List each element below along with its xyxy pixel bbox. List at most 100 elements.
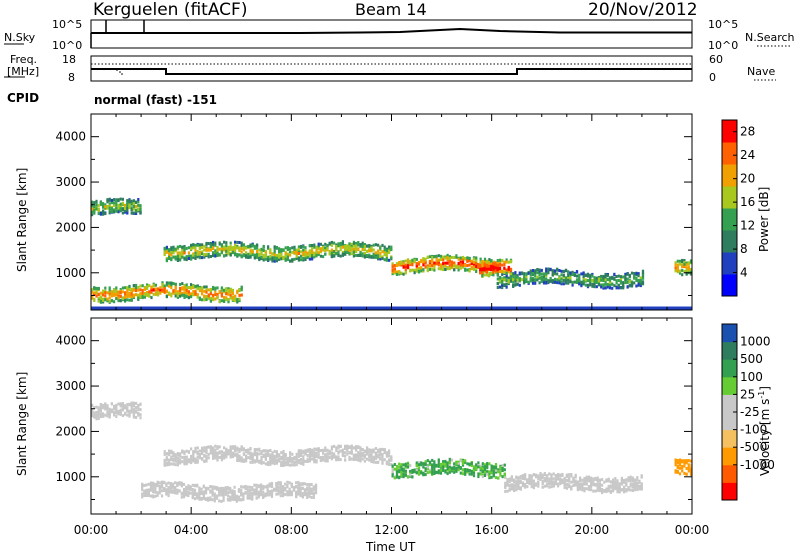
data-cell [181, 449, 184, 453]
data-cell [315, 459, 318, 463]
data-cell [179, 286, 182, 290]
data-cell [513, 486, 516, 490]
data-cell [541, 473, 544, 477]
data-cell [301, 486, 304, 490]
data-cell [216, 447, 219, 450]
data-cell [185, 462, 188, 466]
data-cell [504, 484, 507, 488]
data-cell [539, 472, 542, 475]
data-cell [487, 261, 491, 265]
data-cell [501, 286, 504, 290]
data-cell [220, 491, 223, 495]
data-cell [167, 490, 170, 494]
data-cell [453, 261, 456, 265]
data-cell [159, 291, 162, 295]
data-cell [223, 290, 226, 294]
data-cell [381, 455, 384, 459]
data-cell [215, 486, 219, 490]
data-cell [185, 246, 188, 250]
data-cell [501, 467, 504, 471]
data-cell [278, 459, 281, 463]
data-cell [193, 493, 197, 497]
data-cell [479, 466, 482, 470]
data-cell [218, 290, 221, 294]
data-cell [297, 247, 300, 251]
data-cell [163, 452, 166, 456]
data-cell [172, 462, 175, 466]
data-cell [236, 253, 239, 257]
data-cell [363, 251, 366, 255]
data-cell [178, 481, 181, 485]
data-cell [286, 257, 289, 261]
data-cell [269, 462, 272, 466]
data-cell [93, 205, 96, 209]
data-cell [266, 490, 269, 493]
data-cell [455, 255, 458, 259]
data-cell [196, 252, 199, 256]
data-cell [198, 486, 201, 490]
data-cell [137, 203, 140, 207]
data-cell [203, 253, 206, 257]
freq-label: Freq. [10, 53, 38, 66]
data-cell [507, 265, 510, 269]
data-cell [108, 286, 111, 290]
data-cell [207, 486, 210, 490]
data-cell [202, 484, 205, 488]
data-cell [146, 283, 149, 287]
data-cell [483, 470, 487, 474]
data-cell [580, 284, 583, 288]
data-cell [205, 445, 208, 449]
data-cell [236, 246, 239, 250]
data-cell [269, 254, 272, 258]
data-cell [402, 472, 405, 476]
data-cell [516, 278, 519, 282]
data-cell [251, 487, 254, 491]
data-cell [442, 469, 445, 472]
data-cell [547, 268, 550, 272]
data-cell [207, 294, 210, 298]
data-cell [165, 294, 168, 298]
data-cell [168, 453, 171, 457]
data-cell [685, 459, 688, 463]
data-cell [674, 458, 677, 462]
data-cell [391, 269, 394, 272]
data-cell [117, 206, 120, 210]
data-cell [93, 299, 96, 302]
data-cell [267, 463, 270, 467]
data-cell [245, 459, 248, 463]
data-cell [409, 464, 412, 467]
data-cell [172, 289, 175, 293]
data-cell [104, 286, 107, 290]
data-cell [393, 271, 396, 275]
data-cell [361, 254, 364, 258]
data-cell [563, 481, 566, 485]
data-cell [477, 264, 480, 268]
data-cell [383, 248, 386, 252]
data-cell [499, 473, 502, 477]
data-cell [490, 268, 493, 272]
y-tick-label: 3000 [55, 379, 86, 393]
data-cell [437, 261, 440, 265]
data-cell [202, 490, 205, 494]
data-cell [363, 245, 366, 249]
data-cell [240, 445, 243, 449]
data-cell [543, 472, 546, 476]
data-cell [344, 249, 347, 253]
data-cell [139, 295, 142, 299]
data-cell [507, 276, 510, 280]
data-cell [190, 447, 193, 451]
data-cell [258, 254, 261, 258]
data-cell [119, 204, 122, 208]
data-cell [143, 484, 146, 487]
data-cell [167, 481, 170, 485]
data-cell [426, 471, 429, 475]
data-cell [333, 250, 336, 253]
data-cell [551, 279, 554, 283]
data-cell [181, 287, 184, 291]
data-cell [627, 479, 630, 483]
data-cell [402, 262, 405, 266]
data-cell [93, 201, 96, 205]
data-cell [235, 495, 238, 499]
data-cell [481, 475, 484, 479]
data-cell [95, 294, 98, 298]
